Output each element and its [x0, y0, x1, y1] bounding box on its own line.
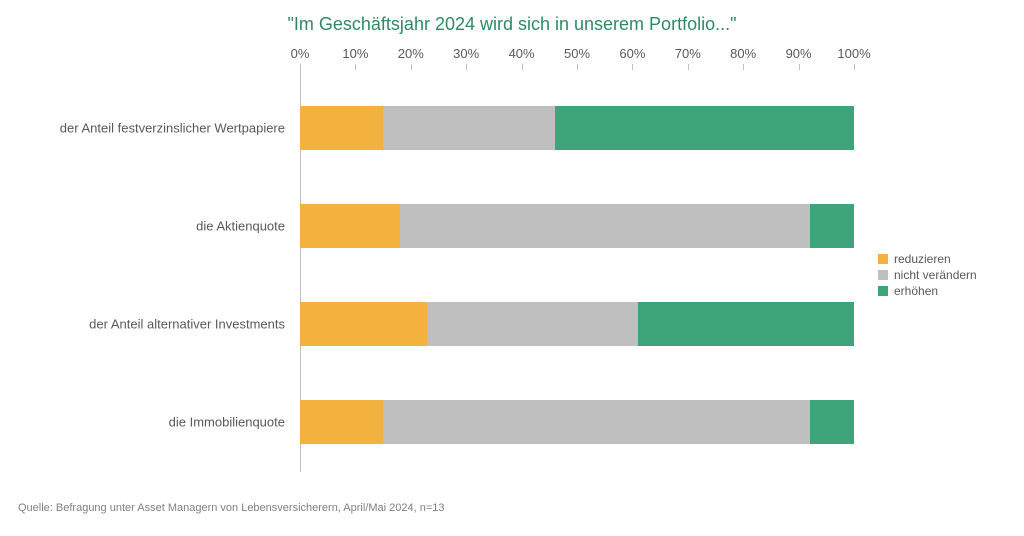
- category-label: die Immobilienquote: [0, 415, 285, 430]
- chart-title: "Im Geschäftsjahr 2024 wird sich in unse…: [0, 14, 1024, 35]
- x-tick-label: 10%: [342, 46, 368, 61]
- bar-segment: [427, 302, 638, 346]
- x-tick-label: 70%: [675, 46, 701, 61]
- bar-segment: [810, 400, 854, 444]
- legend-label: erhöhen: [894, 284, 938, 298]
- legend: reduzieren nicht verändern erhöhen: [878, 252, 977, 300]
- bar-segment: [300, 302, 427, 346]
- category-label: die Aktienquote: [0, 219, 285, 234]
- x-tick-label: 90%: [786, 46, 812, 61]
- legend-item: nicht verändern: [878, 268, 977, 282]
- x-tick-label: 60%: [619, 46, 645, 61]
- x-tick-label: 30%: [453, 46, 479, 61]
- x-tick-mark: [355, 64, 356, 70]
- x-tick-mark: [799, 64, 800, 70]
- x-tick-mark: [688, 64, 689, 70]
- bar-segment: [300, 204, 400, 248]
- x-tick-mark: [411, 64, 412, 70]
- x-tick-mark: [632, 64, 633, 70]
- legend-swatch: [878, 270, 888, 280]
- x-tick-label: 100%: [837, 46, 870, 61]
- bar-segment: [638, 302, 854, 346]
- legend-label: reduzieren: [894, 252, 951, 266]
- x-tick-label: 20%: [398, 46, 424, 61]
- x-tick-mark: [522, 64, 523, 70]
- x-tick-mark: [743, 64, 744, 70]
- legend-swatch: [878, 254, 888, 264]
- x-tick-mark: [854, 64, 855, 70]
- bar-segment: [383, 106, 555, 150]
- x-tick-label: 80%: [730, 46, 756, 61]
- bar-segment: [383, 400, 810, 444]
- bar-segment: [555, 106, 854, 150]
- legend-swatch: [878, 286, 888, 296]
- bar-segment: [300, 106, 383, 150]
- x-tick-label: 50%: [564, 46, 590, 61]
- category-label: der Anteil alternativer Investments: [0, 317, 285, 332]
- category-label: der Anteil festverzinslicher Wertpapiere: [0, 121, 285, 136]
- legend-label: nicht verändern: [894, 268, 977, 282]
- x-tick-label: 0%: [291, 46, 310, 61]
- chart-container: "Im Geschäftsjahr 2024 wird sich in unse…: [0, 0, 1024, 536]
- x-tick-label: 40%: [509, 46, 535, 61]
- bar-segment: [810, 204, 854, 248]
- bar-segment: [400, 204, 810, 248]
- x-tick-mark: [300, 64, 301, 70]
- legend-item: reduzieren: [878, 252, 977, 266]
- bar-segment: [300, 400, 383, 444]
- x-tick-mark: [466, 64, 467, 70]
- legend-item: erhöhen: [878, 284, 977, 298]
- x-tick-mark: [577, 64, 578, 70]
- source-text: Quelle: Befragung unter Asset Managern v…: [18, 502, 445, 514]
